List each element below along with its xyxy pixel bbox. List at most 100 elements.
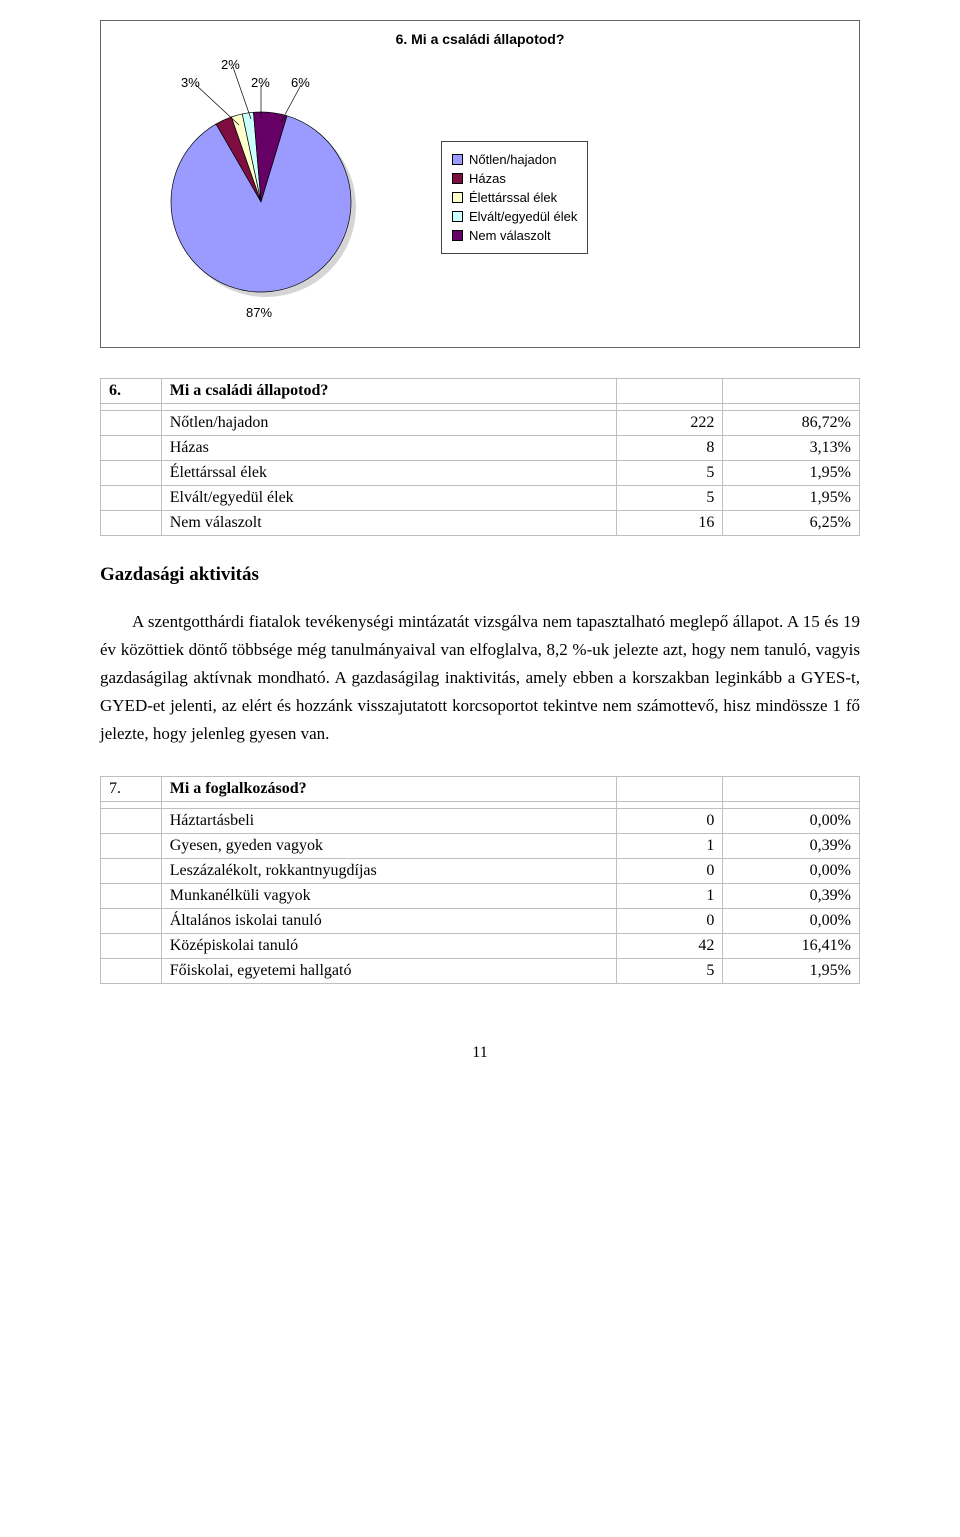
spacer-row xyxy=(101,802,860,809)
row-label: Főiskolai, egyetemi hallgató xyxy=(161,959,616,984)
row-pct: 16,41% xyxy=(723,934,860,959)
empty-cell xyxy=(101,486,162,511)
row-count: 0 xyxy=(617,859,723,884)
row-label: Házas xyxy=(161,436,616,461)
chart-legend: Nőtlen/hajadon Házas Élettárssal élek Elvál… xyxy=(441,141,588,254)
legend-swatch xyxy=(452,211,463,222)
table-row: Általános iskolai tanuló00,00% xyxy=(101,909,860,934)
legend-item: Nőtlen/hajadon xyxy=(452,150,577,169)
table-family-status: 6. Mi a családi állapotod? Nőtlen/hajado… xyxy=(100,378,860,536)
row-pct: 1,95% xyxy=(723,461,860,486)
row-label: Leszázalékolt, rokkantnyugdíjas xyxy=(161,859,616,884)
row-count: 16 xyxy=(617,511,723,536)
legend-item: Nem válaszolt xyxy=(452,226,577,245)
pie-slice-label: 6% xyxy=(291,75,310,90)
empty-cell xyxy=(617,379,723,404)
legend-label: Elvált/egyedül élek xyxy=(469,209,577,224)
row-label: Munkanélküli vagyok xyxy=(161,884,616,909)
table-title: Mi a családi állapotod? xyxy=(161,379,616,404)
table-row: Nem válaszolt166,25% xyxy=(101,511,860,536)
row-count: 8 xyxy=(617,436,723,461)
legend-item: Házas xyxy=(452,169,577,188)
empty-cell xyxy=(723,379,860,404)
table-row: Háztartásbeli00,00% xyxy=(101,809,860,834)
pie-slice-label: 2% xyxy=(251,75,270,90)
legend-label: Élettárssal élek xyxy=(469,190,557,205)
row-count: 0 xyxy=(617,809,723,834)
row-count: 5 xyxy=(617,486,723,511)
empty-cell xyxy=(617,777,723,802)
section-heading: Gazdasági aktivitás xyxy=(100,564,860,586)
chart-body: 3% 2% 2% 6% 87% Nőtlen/hajadon Házas Élett… xyxy=(121,67,839,327)
body-paragraph: A szentgotthárdi fiatalok tevékenységi m… xyxy=(100,608,860,748)
row-pct: 6,25% xyxy=(723,511,860,536)
empty-cell xyxy=(101,859,162,884)
row-pct: 1,95% xyxy=(723,486,860,511)
row-label: Középiskolai tanuló xyxy=(161,934,616,959)
empty-cell xyxy=(101,511,162,536)
row-label: Elvált/egyedül élek xyxy=(161,486,616,511)
pie-slice-label: 3% xyxy=(181,75,200,90)
empty-cell xyxy=(723,777,860,802)
row-pct: 0,39% xyxy=(723,884,860,909)
row-label: Gyesen, gyeden vagyok xyxy=(161,834,616,859)
chart-title: 6. Mi a családi állapotod? xyxy=(121,31,839,47)
legend-item: Elvált/egyedül élek xyxy=(452,207,577,226)
row-count: 0 xyxy=(617,909,723,934)
pie-slice-label: 2% xyxy=(221,57,240,72)
row-count: 5 xyxy=(617,461,723,486)
empty-cell xyxy=(101,411,162,436)
row-pct: 0,00% xyxy=(723,859,860,884)
spacer-row xyxy=(101,404,860,411)
legend-swatch xyxy=(452,173,463,184)
table-row: Főiskolai, egyetemi hallgató51,95% xyxy=(101,959,860,984)
row-label: Általános iskolai tanuló xyxy=(161,909,616,934)
legend-swatch xyxy=(452,154,463,165)
legend-label: Nőtlen/hajadon xyxy=(469,152,556,167)
row-pct: 0,00% xyxy=(723,909,860,934)
page-number: 11 xyxy=(100,1044,860,1062)
row-pct: 0,00% xyxy=(723,809,860,834)
table-title-num: 7. xyxy=(101,777,162,802)
empty-cell xyxy=(101,436,162,461)
table-row: Gyesen, gyeden vagyok10,39% xyxy=(101,834,860,859)
table-title-num: 6. xyxy=(101,379,162,404)
empty-cell xyxy=(101,809,162,834)
table-row: Nőtlen/hajadon22286,72% xyxy=(101,411,860,436)
row-label: Nem válaszolt xyxy=(161,511,616,536)
pie-wrap: 3% 2% 2% 6% 87% xyxy=(121,67,401,327)
table-row: Elvált/egyedül élek51,95% xyxy=(101,486,860,511)
empty-cell xyxy=(101,461,162,486)
legend-label: Házas xyxy=(469,171,506,186)
table-row: Élettárssal élek51,95% xyxy=(101,461,860,486)
table-header-row: 7. Mi a foglalkozásod? xyxy=(101,777,860,802)
empty-cell xyxy=(101,834,162,859)
empty-cell xyxy=(101,934,162,959)
legend-item: Élettárssal élek xyxy=(452,188,577,207)
row-pct: 3,13% xyxy=(723,436,860,461)
row-pct: 1,95% xyxy=(723,959,860,984)
table-row: Házas83,13% xyxy=(101,436,860,461)
legend-swatch xyxy=(452,192,463,203)
table-row: Leszázalékolt, rokkantnyugdíjas00,00% xyxy=(101,859,860,884)
row-label: Nőtlen/hajadon xyxy=(161,411,616,436)
empty-cell xyxy=(101,959,162,984)
table-title: Mi a foglalkozásod? xyxy=(161,777,616,802)
pie-slice-label: 87% xyxy=(246,305,272,320)
table-row: Munkanélküli vagyok10,39% xyxy=(101,884,860,909)
row-pct: 86,72% xyxy=(723,411,860,436)
table-row: Középiskolai tanuló4216,41% xyxy=(101,934,860,959)
row-count: 1 xyxy=(617,834,723,859)
table-occupation: 7. Mi a foglalkozásod? Háztartásbeli00,0… xyxy=(100,776,860,984)
row-label: Élettárssal élek xyxy=(161,461,616,486)
empty-cell xyxy=(101,884,162,909)
pie-chart-card: 6. Mi a családi állapotod? 3% 2% 2% 6% 8… xyxy=(100,20,860,348)
row-label: Háztartásbeli xyxy=(161,809,616,834)
row-pct: 0,39% xyxy=(723,834,860,859)
pie-svg xyxy=(121,67,401,327)
row-count: 1 xyxy=(617,884,723,909)
legend-label: Nem válaszolt xyxy=(469,228,551,243)
table-header-row: 6. Mi a családi állapotod? xyxy=(101,379,860,404)
row-count: 222 xyxy=(617,411,723,436)
row-count: 5 xyxy=(617,959,723,984)
